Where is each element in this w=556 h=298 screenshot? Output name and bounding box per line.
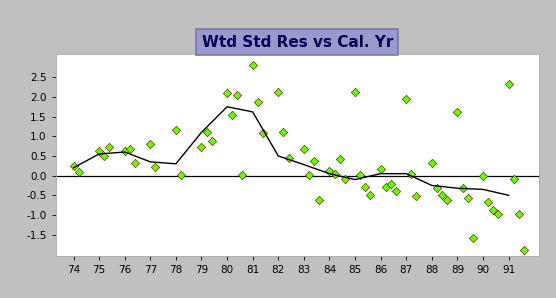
Point: [228, 112, 237, 117]
Point: [279, 129, 288, 134]
Point: [238, 173, 247, 177]
Point: [259, 131, 267, 136]
Point: [468, 235, 477, 240]
Point: [366, 192, 375, 197]
Point: [489, 208, 498, 213]
Point: [514, 212, 523, 217]
Point: [300, 147, 309, 151]
Point: [146, 142, 155, 147]
Point: [428, 161, 436, 165]
Point: [402, 97, 411, 101]
Point: [479, 174, 488, 179]
Point: [254, 99, 262, 104]
Point: [484, 200, 493, 205]
Point: [335, 157, 344, 162]
Point: [274, 90, 282, 94]
Point: [453, 109, 462, 114]
Point: [361, 184, 370, 189]
Point: [433, 186, 441, 191]
Point: [305, 173, 314, 177]
Point: [151, 164, 160, 169]
Point: [509, 176, 518, 181]
Point: [74, 169, 83, 174]
Point: [95, 149, 103, 153]
Point: [407, 171, 416, 176]
Point: [125, 147, 134, 151]
Point: [438, 192, 446, 197]
Point: [233, 93, 242, 97]
Point: [458, 186, 467, 191]
Point: [105, 145, 114, 150]
Point: [325, 168, 334, 173]
Title: Wtd Std Res vs Cal. Yr: Wtd Std Res vs Cal. Yr: [202, 35, 393, 50]
Point: [171, 128, 180, 133]
Point: [340, 176, 349, 181]
Point: [463, 196, 472, 201]
Point: [356, 173, 365, 177]
Point: [120, 149, 129, 153]
Point: [310, 158, 319, 163]
Point: [494, 212, 503, 217]
Point: [391, 188, 400, 193]
Point: [351, 90, 360, 94]
Point: [222, 91, 231, 95]
Point: [504, 82, 513, 87]
Point: [177, 173, 186, 177]
Point: [100, 153, 108, 158]
Point: [284, 156, 293, 160]
Point: [386, 182, 395, 187]
Point: [131, 161, 140, 165]
Point: [519, 247, 528, 252]
Point: [202, 129, 211, 134]
Point: [315, 198, 324, 202]
Point: [381, 184, 390, 189]
Point: [69, 163, 78, 168]
Point: [197, 145, 206, 150]
Point: [412, 194, 421, 198]
Point: [443, 198, 451, 202]
Point: [207, 139, 216, 143]
Point: [376, 166, 385, 171]
Point: [248, 62, 257, 67]
Point: [330, 171, 339, 176]
